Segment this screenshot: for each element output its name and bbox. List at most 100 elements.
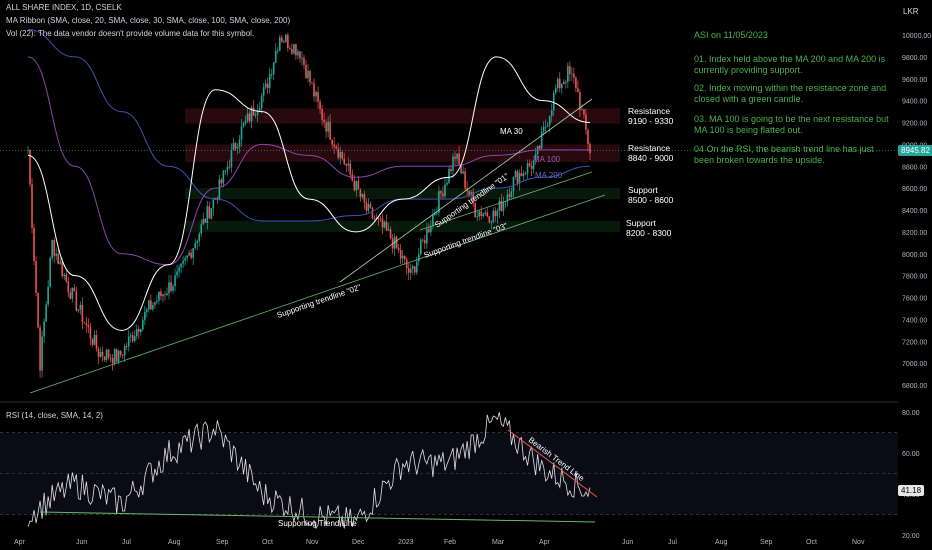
candle-body [448, 168, 450, 183]
candle-body [454, 156, 456, 159]
x-axis-label: Apr [14, 539, 26, 546]
candle-body [37, 293, 39, 328]
candle-body [196, 241, 199, 244]
candle-body [323, 119, 325, 123]
candle-body [154, 301, 156, 306]
candle-body [234, 142, 237, 149]
ma-ribbon-legend[interactable]: MA Ribbon (SMA, close, 20, SMA, close, 3… [6, 16, 291, 25]
candle-body [291, 49, 293, 54]
candle-body [53, 240, 55, 256]
rsi-legend[interactable]: RSI (14, close, SMA, 14, 2) [6, 411, 103, 420]
zone-label-resistance-1: Resistance 9190 - 9330 [628, 106, 674, 126]
candle-body [369, 204, 372, 208]
candles-group [27, 32, 591, 378]
candle-body [385, 221, 388, 231]
candle-body [293, 44, 295, 54]
candle-body [401, 255, 404, 259]
candle-body [61, 261, 64, 277]
candle-body [347, 163, 350, 166]
x-axis-label: 2023 [398, 539, 414, 546]
candle-body [166, 293, 168, 296]
notes-title: ASI on 11/05/2023 [694, 30, 768, 40]
candle-body [85, 322, 88, 326]
price-tick-label: 9400.00 [902, 99, 927, 106]
candle-body [278, 37, 281, 51]
candle-body [575, 77, 577, 89]
candle-body [361, 194, 364, 197]
candle-body [508, 194, 511, 197]
candle-body [301, 57, 303, 59]
candle-body [492, 210, 495, 223]
x-axis-label: Feb [444, 539, 456, 546]
candle-body [152, 305, 154, 310]
candle-body [158, 291, 160, 301]
volume-legend[interactable]: Vol (22): The data vendor doesn't provid… [6, 29, 255, 38]
candle-body [260, 95, 263, 109]
candle-body [472, 192, 474, 204]
currency-label: LKR [903, 7, 919, 16]
candle-body [295, 44, 297, 56]
candle-body [436, 212, 438, 214]
candle-body [91, 338, 94, 345]
candle-body [146, 309, 148, 312]
candle-body [51, 240, 53, 258]
candle-body [426, 228, 428, 244]
candle-body [565, 81, 567, 83]
candle-body [339, 151, 342, 158]
candle-body [125, 346, 128, 347]
candle-body [79, 304, 82, 310]
candle-body [560, 84, 563, 89]
candle-body [57, 253, 60, 264]
candle-body [49, 257, 51, 287]
candle-body [327, 121, 329, 132]
candle-body [462, 171, 464, 174]
candle-body [516, 171, 519, 184]
candle-body [359, 189, 362, 197]
candle-body [236, 147, 239, 149]
rsi-pane-bg [0, 400, 932, 550]
candle-body [460, 164, 462, 174]
candle-body [387, 229, 390, 231]
candle-body [240, 126, 243, 140]
rsi-support-trendline [39, 511, 596, 523]
candle-body [587, 129, 589, 144]
candle-body [250, 107, 253, 122]
candle-body [142, 319, 144, 330]
candle-body [567, 65, 569, 82]
price-tick-label: 7000.00 [902, 361, 927, 368]
candle-body [174, 275, 176, 287]
rsi-value-tag: 41.18 [898, 485, 925, 496]
candle-body [83, 322, 86, 324]
candle-body [281, 37, 283, 42]
candle-body [335, 146, 337, 149]
price-tick-label: 9200.00 [902, 121, 927, 128]
zone-label-support-2: Support 8200 - 8300 [626, 218, 672, 238]
candle-body [39, 327, 41, 371]
candle-body [563, 81, 565, 85]
candle-body [532, 160, 535, 169]
rsi-tick-label: 80.00 [902, 410, 920, 417]
candle-body [510, 191, 513, 197]
candle-body [242, 123, 245, 127]
zone-label-resistance-2: Resistance 8840 - 9000 [628, 143, 674, 163]
candle-body [297, 51, 299, 56]
candle-body [101, 351, 104, 357]
candle-body [87, 325, 90, 328]
candle-body [266, 83, 269, 89]
candle-body [544, 126, 547, 128]
candle-body [554, 88, 557, 93]
candle-body [415, 261, 418, 273]
candle-body [494, 210, 497, 217]
note-1: 01. Index held above the MA 200 and MA 2… [694, 54, 886, 75]
ma200-line [27, 29, 591, 222]
candle-body [270, 74, 273, 75]
symbol-title: ALL SHARE INDEX, 1D, CSELK [6, 3, 122, 12]
price-tick-label: 6800.00 [902, 383, 927, 390]
candle-body [309, 70, 311, 83]
price-tick-label: 8600.00 [902, 186, 927, 193]
candle-body [254, 114, 257, 116]
candle-body [373, 218, 376, 220]
candle-body [63, 274, 66, 277]
candle-body [506, 194, 509, 202]
